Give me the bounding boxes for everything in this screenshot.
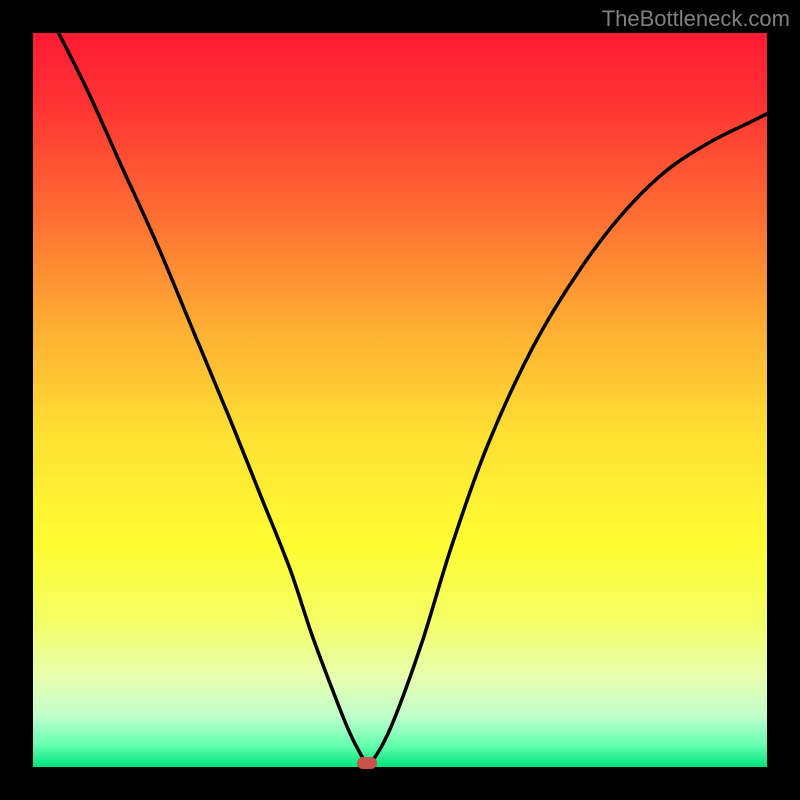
- gradient-background: [33, 33, 767, 767]
- chart-svg: [33, 33, 767, 767]
- watermark-text: TheBottleneck.com: [602, 6, 790, 32]
- minimum-marker: [357, 757, 377, 769]
- plot-area: [33, 33, 767, 767]
